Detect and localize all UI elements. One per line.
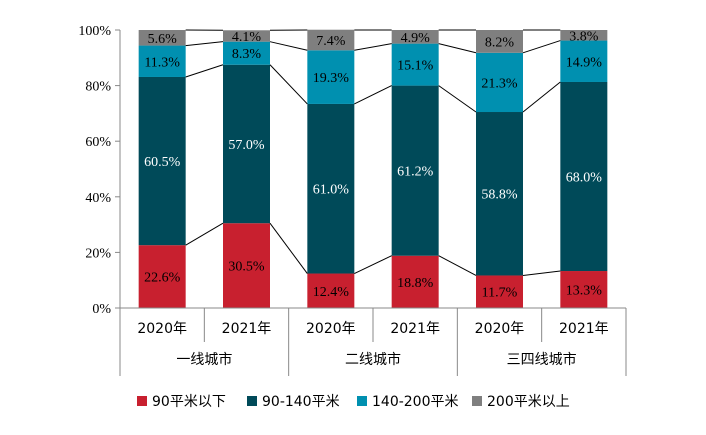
bar-segment <box>560 40 608 82</box>
bar-segment <box>391 85 439 256</box>
series-connector-line <box>438 255 477 276</box>
data-label: 22.6% <box>144 271 181 286</box>
data-label: 7.4% <box>316 34 346 49</box>
series-connector-line <box>185 64 224 78</box>
data-label: 15.1% <box>397 59 434 74</box>
bar-segment <box>138 245 186 308</box>
series-connector-line <box>354 43 392 51</box>
series-connector-line <box>269 41 308 51</box>
data-label: 68.0% <box>566 171 603 186</box>
data-label: 3.8% <box>569 29 599 44</box>
bar-segment <box>138 45 186 77</box>
series-connector-line <box>269 64 308 105</box>
bar-segment <box>307 103 355 274</box>
legend-swatch <box>137 396 147 406</box>
data-label: 5.6% <box>148 32 178 47</box>
data-label: 14.9% <box>566 55 603 70</box>
bar-segment <box>138 76 186 246</box>
data-label: 8.2% <box>485 35 515 50</box>
data-label: 30.5% <box>228 260 265 275</box>
bar-segment <box>307 29 355 51</box>
data-label: 11.3% <box>144 55 180 70</box>
data-label: 57.0% <box>228 138 265 153</box>
legend-label: 90平米以下 <box>152 394 226 410</box>
legend-swatch <box>357 396 367 406</box>
series-connector-line <box>354 255 392 274</box>
x-tick-label: 2020年 <box>306 321 356 337</box>
x-group-label: 三四线城市 <box>507 351 577 368</box>
x-tick-label: 2020年 <box>137 321 187 337</box>
legend-swatch <box>247 396 257 406</box>
series-connector-line <box>269 222 308 274</box>
bar-segment <box>307 273 355 308</box>
series-connector-line <box>354 85 392 105</box>
data-label: 11.7% <box>482 286 518 301</box>
series-connector-line <box>438 43 477 54</box>
data-label: 4.1% <box>232 30 262 45</box>
x-group-label: 一线城市 <box>176 351 232 368</box>
data-label: 12.4% <box>313 285 350 300</box>
series-connector-line <box>438 85 477 113</box>
data-label: 19.3% <box>313 71 350 86</box>
bar-segment <box>307 50 355 104</box>
bar-segment <box>560 271 608 308</box>
bar-segment <box>476 30 523 53</box>
y-tick-label: 40% <box>85 191 111 206</box>
bar-segment <box>560 30 608 41</box>
legend-label: 140-200平米 <box>372 394 459 410</box>
bar-segment <box>223 223 270 308</box>
legend-label: 90-140平米 <box>262 394 340 410</box>
series-connector-line <box>522 40 561 54</box>
data-label: 8.3% <box>232 47 262 62</box>
x-tick-label: 2021年 <box>222 321 272 337</box>
y-tick-label: 80% <box>85 80 111 95</box>
data-label: 21.3% <box>481 76 518 91</box>
bar-segment <box>138 30 186 46</box>
bar-segment <box>391 255 439 308</box>
series-connector-line <box>522 270 561 276</box>
y-tick-label: 20% <box>85 246 111 261</box>
series-connector-line <box>522 81 561 113</box>
data-label: 61.0% <box>313 183 350 198</box>
x-tick-label: 2021年 <box>390 321 440 337</box>
y-tick-label: 0% <box>92 302 111 317</box>
data-label: 18.8% <box>397 276 434 291</box>
x-tick-label: 2020年 <box>475 321 525 337</box>
series-connector-line <box>185 41 224 47</box>
bar-segment <box>476 112 523 276</box>
bar-segment <box>391 43 439 86</box>
data-label: 4.9% <box>401 31 431 46</box>
data-label: 60.5% <box>144 155 181 170</box>
bar-segment <box>476 52 523 113</box>
bar-segment <box>560 81 608 272</box>
bar-segment <box>223 30 270 42</box>
data-label: 61.2% <box>397 165 434 180</box>
bar-segment <box>391 30 439 44</box>
y-tick-label: 60% <box>85 135 111 150</box>
legend-swatch <box>472 396 482 406</box>
x-group-label: 二线城市 <box>345 351 401 368</box>
y-tick-label: 100% <box>78 24 111 39</box>
bar-segment <box>223 64 270 224</box>
series-connector-line <box>185 222 224 246</box>
x-tick-label: 2021年 <box>559 321 609 337</box>
data-label: 13.3% <box>566 284 603 299</box>
bar-segment <box>476 275 523 308</box>
bar-segment <box>223 41 270 65</box>
legend-label: 200平米以上 <box>487 394 570 410</box>
data-label: 58.8% <box>481 188 518 203</box>
